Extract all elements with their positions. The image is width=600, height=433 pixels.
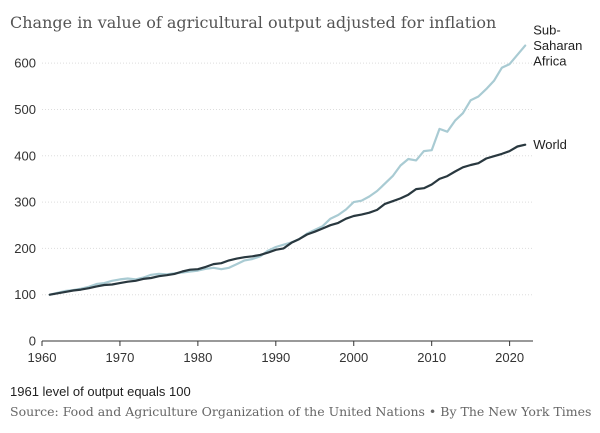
chart-source: Source: Food and Agriculture Organizatio… <box>10 404 592 419</box>
y-tick-label: 300 <box>14 195 36 210</box>
x-tick-label: 1990 <box>261 350 290 365</box>
y-tick-label: 0 <box>29 334 36 349</box>
series-label-world: World <box>533 137 567 152</box>
chart-note: 1961 level of output equals 100 <box>10 384 191 399</box>
y-tick-label: 500 <box>14 102 36 117</box>
y-tick-label: 200 <box>14 241 36 256</box>
y-axis: 0 100 200 300 400 500 600 <box>14 56 36 349</box>
series-label-line: Africa <box>533 54 567 69</box>
series-label-line: World <box>533 137 567 152</box>
series-labels: Sub-Saharan Africa World <box>533 23 582 153</box>
y-tick-label: 600 <box>14 56 36 71</box>
series-label-sub-saharan-africa: Sub-Saharan Africa <box>533 23 582 69</box>
series-label-line: Sub- <box>533 23 560 38</box>
series-layer <box>48 44 527 296</box>
y-tick-label: 400 <box>14 148 36 163</box>
x-tick-label: 1980 <box>183 350 212 365</box>
series-line-sub-saharan-africa <box>48 44 527 296</box>
chart: Change in value of agricultural output a… <box>10 13 582 365</box>
series-line-world <box>48 143 527 296</box>
x-tick-label: 2010 <box>417 350 446 365</box>
x-tick-label: 2020 <box>495 350 524 365</box>
grid-layer <box>42 62 533 296</box>
chart-title: Change in value of agricultural output a… <box>10 13 496 32</box>
y-tick-label: 100 <box>14 287 36 302</box>
x-tick-label: 1970 <box>105 350 134 365</box>
x-tick-label: 1960 <box>28 350 57 365</box>
series-label-line: Saharan <box>533 38 582 53</box>
x-tick-label: 2000 <box>339 350 368 365</box>
x-axis: 1960 1970 1980 1990 2000 2010 2020 <box>28 340 533 365</box>
